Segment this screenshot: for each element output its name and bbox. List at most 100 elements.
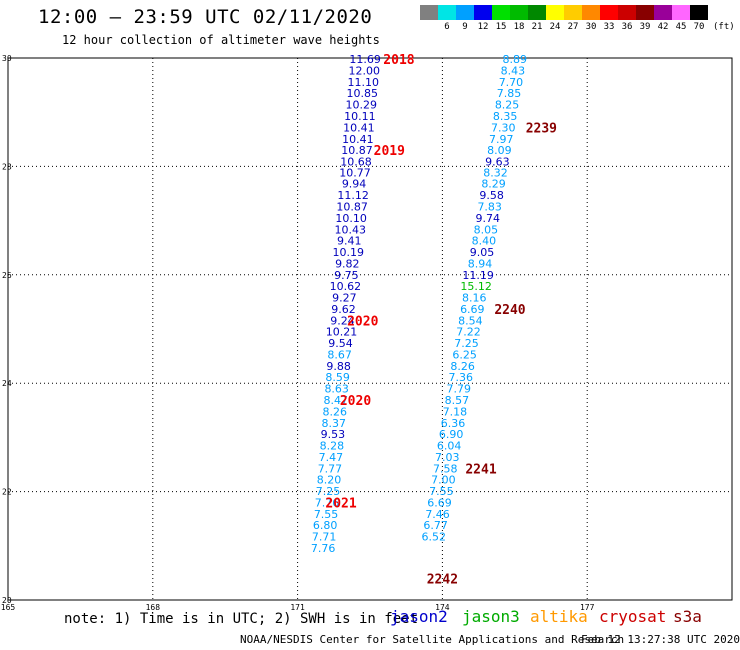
swh-value-label: 7.03 — [435, 451, 460, 464]
color-swatch-label: 6 — [444, 22, 450, 32]
swh-value-label: 7.18 — [443, 405, 468, 418]
swh-value-label: 8.37 — [322, 417, 347, 430]
swh-value-label: 7.00 — [431, 474, 456, 487]
swh-value-label: 6.77 — [423, 519, 448, 532]
color-swatch — [492, 5, 510, 20]
swh-value-label: 11.19 — [462, 269, 494, 282]
color-swatch — [474, 5, 492, 20]
swh-value-label: 7.77 — [318, 462, 343, 475]
swh-value-label: 11.69 — [349, 53, 381, 66]
swh-value-label: 6.25 — [452, 348, 477, 361]
swh-value-label: 10.62 — [330, 280, 362, 293]
swh-value-label: 10.21 — [326, 326, 358, 339]
pass-time-label: 2019 — [374, 144, 405, 159]
timestamp-text: Feb 12 13:27:38 UTC 2020 — [581, 633, 740, 646]
swh-value-label: 6.52 — [421, 531, 446, 544]
swh-value-label: 7.83 — [477, 201, 502, 214]
swh-value-label: 7.22 — [456, 326, 481, 339]
swh-value-label: 8.43 — [501, 64, 526, 77]
pass-time-label: 2240 — [494, 303, 525, 318]
swh-value-label: 9.54 — [328, 337, 353, 350]
swh-value-label: 7.47 — [319, 451, 344, 464]
color-swatch-label: 15 — [495, 22, 507, 32]
satellite-cryosat: cryosat — [599, 607, 667, 626]
swh-value-label: 9.62 — [331, 303, 356, 316]
color-scale-unit: (ft) — [713, 22, 735, 32]
swh-value-label: 7.55 — [429, 485, 454, 498]
swh-value-label: 8.26 — [323, 405, 348, 418]
y-tick-label: 24 — [2, 379, 12, 388]
swh-value-label: 7.79 — [447, 383, 472, 396]
swh-value-label: 8.32 — [483, 166, 508, 179]
swh-value-label: 9.27 — [332, 292, 357, 305]
swh-value-label: 6.04 — [437, 440, 462, 453]
swh-value-label: 10.41 — [342, 133, 374, 146]
swh-value-label: 7.76 — [315, 496, 340, 509]
color-swatch — [456, 5, 474, 20]
color-swatch-label: 42 — [657, 22, 669, 32]
swh-value-label: 15.12 — [460, 280, 492, 293]
bottom-note: note: 1) Time is in UTC; 2) SWH is in fe… — [64, 611, 419, 627]
swh-value-label: 8.67 — [327, 348, 352, 361]
swh-value-label: 9.58 — [479, 189, 504, 202]
swh-value-label: 10.19 — [333, 246, 365, 259]
chart-subtitle: 12 hour collection of altimeter wave hei… — [62, 33, 380, 47]
swh-value-label: 6.69 — [460, 303, 485, 316]
color-swatch — [654, 5, 672, 20]
swh-value-label: 9.88 — [326, 360, 351, 373]
swh-value-label: 7.70 — [499, 76, 524, 89]
color-swatch — [690, 5, 708, 20]
color-swatch-label: 36 — [621, 22, 633, 32]
swh-value-label: 8.89 — [503, 53, 528, 66]
color-swatch — [438, 5, 456, 20]
swh-value-label: 8.26 — [450, 360, 475, 373]
swh-value-label: 8.63 — [324, 383, 349, 396]
swh-value-label: 10.10 — [335, 212, 367, 225]
swh-value-label: 7.25 — [316, 485, 341, 498]
x-tick-label: 171 — [290, 603, 305, 612]
color-swatch — [636, 5, 654, 20]
x-tick-label: 177 — [580, 603, 595, 612]
swh-value-label: 12.00 — [348, 64, 380, 77]
swh-value-label: 7.36 — [448, 371, 473, 384]
swh-value-label: 8.20 — [317, 474, 342, 487]
swh-value-label: 11.10 — [347, 76, 379, 89]
pass-time-label: 2021 — [325, 496, 356, 511]
swh-value-label: 7.25 — [454, 337, 479, 350]
color-swatch-label: 27 — [567, 22, 579, 32]
swh-value-label: 9.82 — [335, 257, 360, 270]
color-swatch-label: 39 — [639, 22, 651, 32]
swh-value-label: 7.30 — [491, 121, 516, 134]
pass-time-label: 2241 — [465, 462, 496, 477]
swh-value-label: 8.47 — [323, 394, 348, 407]
color-swatch — [618, 5, 636, 20]
swh-value-label: 8.05 — [474, 223, 499, 236]
y-tick-label: 28 — [2, 162, 12, 171]
swh-value-label: 6.90 — [439, 428, 464, 441]
swh-value-label: 6.36 — [441, 417, 466, 430]
swh-value-label: 8.35 — [493, 110, 518, 123]
swh-value-label: 9.05 — [470, 246, 495, 259]
color-swatch-label: 24 — [549, 22, 561, 32]
pass-time-label: 2242 — [427, 572, 458, 587]
color-swatch — [564, 5, 582, 20]
plot-frame — [7, 57, 733, 601]
pass-time-label: 2020 — [347, 314, 378, 329]
color-swatch-label: 9 — [462, 22, 468, 32]
swh-value-label: 7.76 — [311, 542, 336, 555]
swh-value-label: 7.55 — [314, 508, 339, 521]
swh-value-label: 10.85 — [347, 87, 379, 100]
swh-value-label: 9.53 — [321, 428, 346, 441]
pass-time-label: 2020 — [340, 394, 371, 409]
swh-value-label: 8.57 — [445, 394, 470, 407]
color-swatch — [582, 5, 600, 20]
swh-value-label: 10.87 — [336, 201, 368, 214]
color-swatch-label: 45 — [675, 22, 687, 32]
swh-value-label: 11.12 — [337, 189, 369, 202]
satellite-jason2: jason2 — [390, 607, 448, 626]
swh-value-label: 10.68 — [340, 156, 372, 169]
swh-value-label: 6.69 — [427, 496, 452, 509]
swh-value-label: 10.29 — [346, 99, 378, 112]
color-swatch-label: 21 — [531, 22, 543, 32]
